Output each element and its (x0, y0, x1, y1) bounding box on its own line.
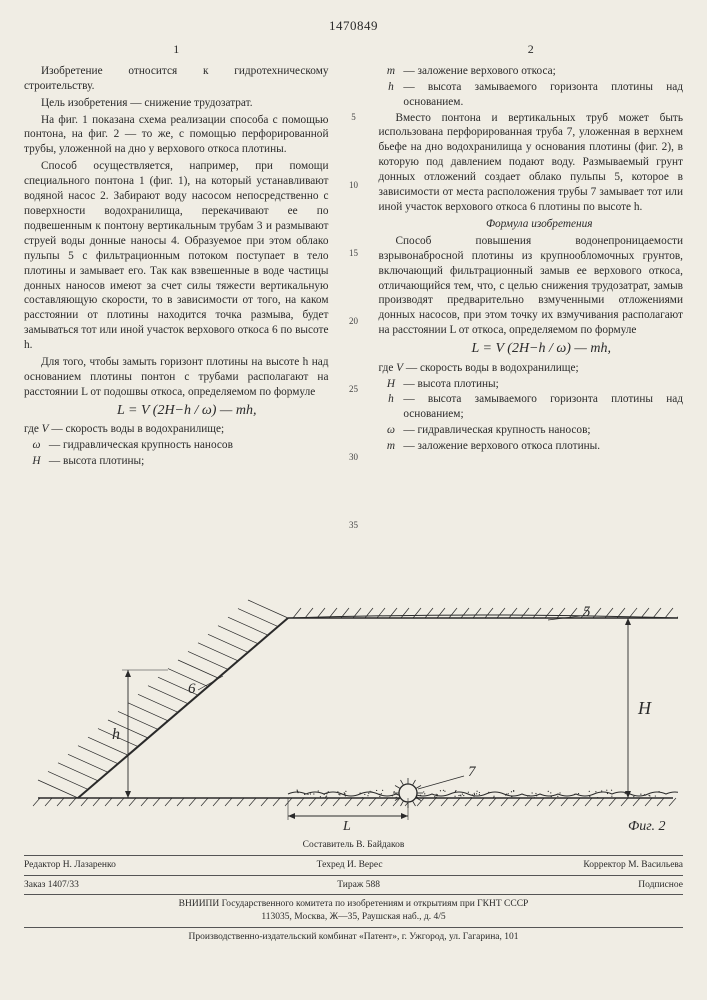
ctxt-m: — заложение верхового откоса плотины. (403, 439, 683, 454)
two-column-body: 1 Изобретение относится к гидротехническ… (24, 42, 683, 588)
col2-formula: L = V (2H−h / ω) — mh, (379, 340, 684, 358)
patent-number: 1470849 (24, 18, 683, 34)
footer-row-1: Редактор Н. Лазаренко Техред И. Верес Ко… (24, 855, 683, 872)
page: 1470849 1 Изобретение относится к гидрот… (0, 0, 707, 956)
col1-p2: На фиг. 1 показана схема реализации спос… (24, 113, 329, 158)
col1-p3: Способ осуществляется, например, при пом… (24, 159, 329, 353)
ctxt-v: — скорость воды в водохранилище; (406, 362, 579, 374)
footer-tirage: Тираж 588 (337, 879, 380, 892)
linemark: 35 (349, 520, 358, 530)
footer-corrector: Корректор М. Васильева (583, 859, 683, 872)
txt-v: — скорость воды в водохранилище; (51, 423, 224, 435)
col2-p2: Способ повышения водонепроницаемости взр… (379, 234, 684, 338)
svg-text:7: 7 (468, 764, 477, 780)
linemark: 30 (349, 452, 358, 462)
col1-where-1: где V — скорость воды в водохранилище; (24, 422, 329, 437)
footer-row-2: Заказ 1407/33 Тираж 588 Подписное (24, 875, 683, 892)
svg-text:H: H (637, 698, 652, 718)
sym-m: m (379, 64, 404, 79)
col1-p1: Цель изобретения — снижение трудозатрат. (24, 96, 329, 111)
footer-org2: Производственно-издательский комбинат «П… (24, 927, 683, 944)
line-number-gutter: 5 10 15 20 25 30 35 (345, 42, 363, 588)
linemark: 15 (349, 248, 358, 258)
col2-cw4: ω— гидравлическая крупность наносов; (379, 423, 684, 438)
col2-cw1: где V — скорость воды в водохранилище; (379, 361, 684, 376)
sym-v: V (42, 423, 49, 435)
col1-number: 1 (24, 42, 329, 58)
footer-compiler: Составитель В. Байдаков (24, 839, 683, 852)
col2-where-h: h — высота замываемого горизонта плотины… (379, 80, 684, 110)
linemark: 5 (351, 112, 356, 122)
footer-tech: Техред И. Верес (317, 859, 383, 872)
svg-text:6: 6 (188, 681, 196, 697)
linemark: 10 (349, 180, 358, 190)
sym-h: h (379, 80, 404, 110)
ctxt-H: — высота плотины; (403, 377, 683, 392)
txt-h: — высота замываемого горизонта плотины н… (403, 80, 683, 110)
col2-where-m: m — заложение верхового откоса; (379, 64, 684, 79)
svg-text:5: 5 (583, 604, 591, 620)
col1-where-3: H — высота плотины; (24, 454, 329, 469)
col1-p4: Для того, чтобы замыть горизонт плотины … (24, 355, 329, 400)
ctxt-w: — гидравлическая крупность наносов; (403, 423, 683, 438)
linemark: 25 (349, 384, 358, 394)
column-2: 2 m — заложение верхового откоса; h — вы… (379, 42, 684, 588)
figure-2: h H L 6 5 7 Фиг. 2 (28, 598, 679, 833)
txt-H: — высота плотины; (49, 454, 329, 469)
svg-text:Фиг. 2: Фиг. 2 (628, 819, 666, 833)
csym-H: H (379, 377, 404, 392)
csym-m: m (379, 439, 404, 454)
figure-2-svg: h H L 6 5 7 Фиг. 2 (28, 598, 678, 833)
col2-cw2: H— высота плотины; (379, 377, 684, 392)
where-label-2: где (379, 362, 394, 374)
csym-h: h (379, 392, 404, 422)
col1-where-2: ω — гидравлическая крупность наносов (24, 438, 329, 453)
col1-p0: Изобретение относится к гидротехническом… (24, 64, 329, 94)
svg-text:L: L (342, 819, 351, 833)
col1-formula: L = V (2H−h / ω) — mh, (24, 402, 329, 420)
txt-w: — гидравлическая крупность наносов (49, 438, 329, 453)
ctxt-h: — высота замываемого горизонта плотины н… (403, 392, 683, 422)
footer-org1-addr: 113035, Москва, Ж—35, Раушская наб., д. … (261, 912, 445, 922)
col2-cw5: m— заложение верхового откоса плотины. (379, 439, 684, 454)
footer-subscription: Подписное (638, 879, 683, 892)
sym-w: ω (24, 438, 49, 453)
footer-editor: Редактор Н. Лазаренко (24, 859, 116, 872)
col2-cw3: h— высота замываемого горизонта плотины … (379, 392, 684, 422)
column-1: 1 Изобретение относится к гидротехническ… (24, 42, 329, 588)
csym-w: ω (379, 423, 404, 438)
claims-title: Формула изобретения (379, 217, 684, 232)
footer-org1-name: ВНИИПИ Государственного комитета по изоб… (179, 899, 529, 909)
footer-org1: ВНИИПИ Государственного комитета по изоб… (24, 894, 683, 924)
linemark: 20 (349, 316, 358, 326)
txt-m: — заложение верхового откоса; (403, 64, 683, 79)
sym-H: H (24, 454, 49, 469)
csym-v: V (396, 362, 403, 374)
footer-order: Заказ 1407/33 (24, 879, 79, 892)
imprint-footer: Составитель В. Байдаков Редактор Н. Лаза… (24, 839, 683, 944)
where-label: где (24, 423, 39, 435)
col2-number: 2 (379, 42, 684, 58)
col2-p1: Вместо понтона и вертикальных труб может… (379, 111, 684, 215)
svg-text:h: h (112, 726, 120, 743)
